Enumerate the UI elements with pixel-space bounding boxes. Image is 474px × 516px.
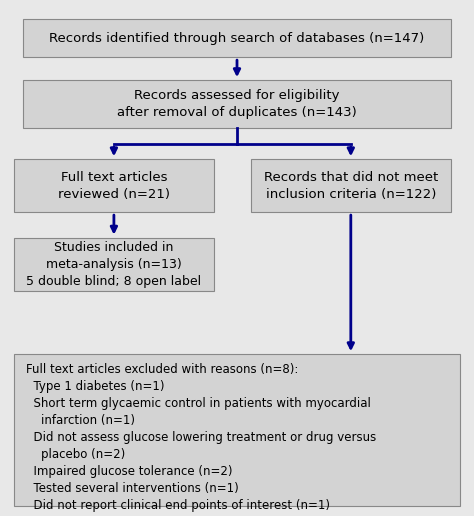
Text: Full text articles excluded with reasons (n=8):
  Type 1 diabetes (n=1)
  Short : Full text articles excluded with reasons…	[26, 363, 376, 512]
FancyBboxPatch shape	[23, 80, 451, 128]
Text: Full text articles
reviewed (n=21): Full text articles reviewed (n=21)	[58, 171, 170, 201]
Text: Records that did not meet
inclusion criteria (n=122): Records that did not meet inclusion crit…	[264, 171, 438, 201]
Text: Records assessed for eligibility
after removal of duplicates (n=143): Records assessed for eligibility after r…	[117, 89, 357, 119]
FancyBboxPatch shape	[14, 159, 214, 212]
FancyBboxPatch shape	[23, 19, 451, 57]
FancyBboxPatch shape	[14, 237, 214, 291]
FancyBboxPatch shape	[14, 354, 460, 506]
Text: Studies included in
meta-analysis (n=13)
5 double blind; 8 open label: Studies included in meta-analysis (n=13)…	[27, 240, 201, 287]
FancyBboxPatch shape	[251, 159, 451, 212]
Text: Records identified through search of databases (n=147): Records identified through search of dat…	[49, 31, 425, 44]
